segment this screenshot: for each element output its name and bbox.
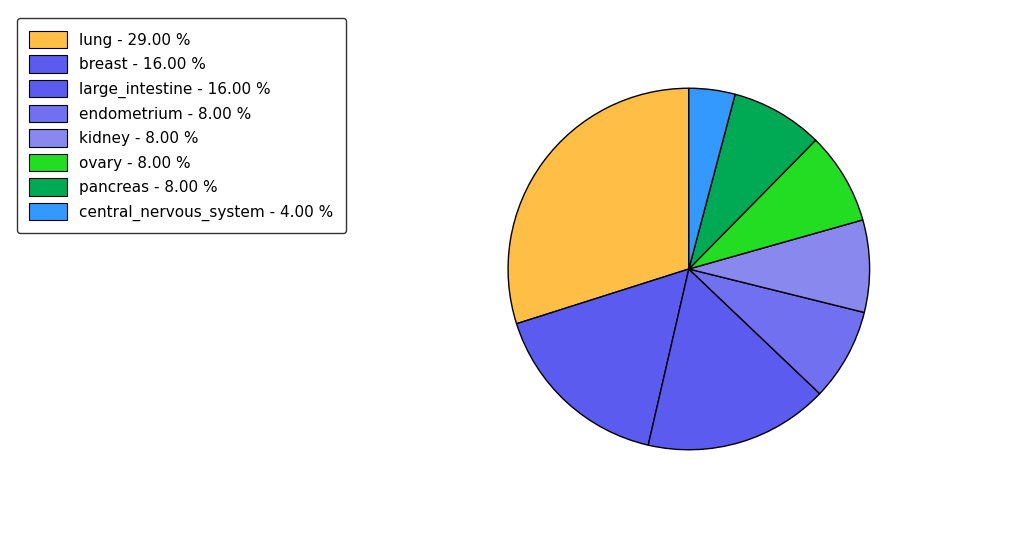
Wedge shape (689, 88, 735, 269)
Wedge shape (517, 269, 689, 445)
Wedge shape (689, 269, 864, 394)
Wedge shape (689, 220, 869, 313)
Wedge shape (648, 269, 820, 450)
Wedge shape (509, 88, 689, 324)
Legend: lung - 29.00 %, breast - 16.00 %, large_intestine - 16.00 %, endometrium - 8.00 : lung - 29.00 %, breast - 16.00 %, large_… (17, 18, 345, 233)
Wedge shape (689, 94, 815, 269)
Wedge shape (689, 140, 863, 269)
